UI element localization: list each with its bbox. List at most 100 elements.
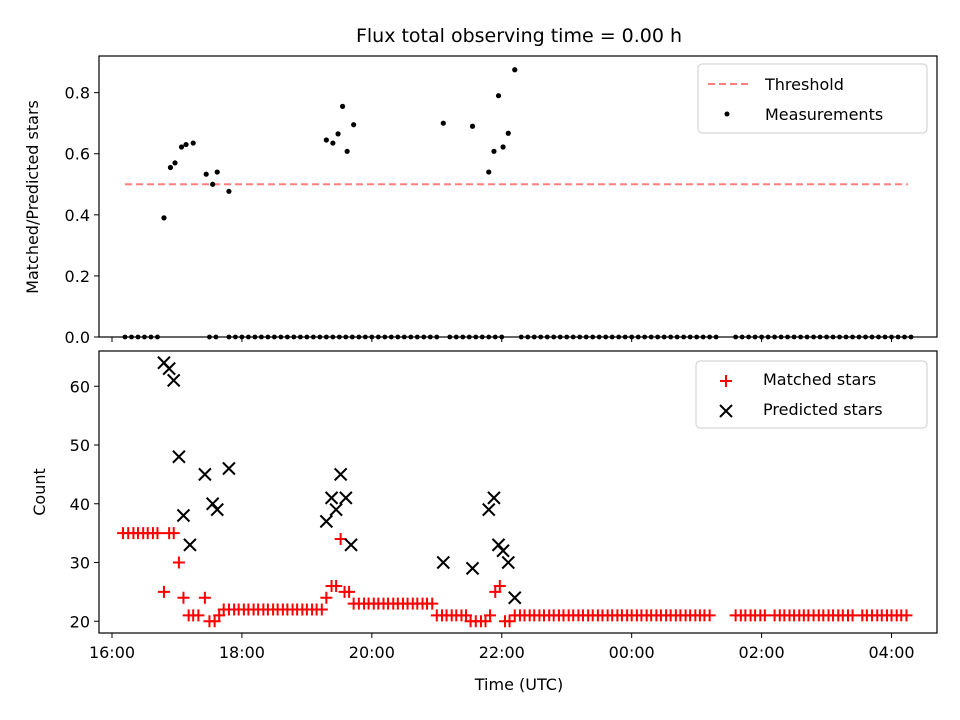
- zero-measurement-point: [447, 334, 453, 340]
- zero-measurement-point: [122, 334, 128, 340]
- predicted-star-point: [319, 514, 334, 529]
- zero-measurement-point: [830, 334, 836, 340]
- bottom-y-ticks: 20 30 40 50 60: [70, 377, 99, 631]
- matched-star-point: [334, 533, 347, 545]
- zero-measurement-point: [616, 334, 622, 340]
- predicted-star-point: [162, 361, 176, 376]
- zero-measurement-point: [213, 334, 219, 340]
- zero-measurement-point: [278, 334, 284, 340]
- zero-measurement-point: [207, 334, 212, 340]
- zero-measurement-point: [752, 334, 758, 340]
- legend-measurements-swatch: [724, 111, 730, 117]
- top-y-tick-label: 0.6: [65, 145, 90, 164]
- zero-measurement-point: [739, 334, 745, 340]
- zero-measurement-point: [499, 334, 505, 340]
- zero-measurement-point: [700, 334, 706, 340]
- zero-measurement-point: [538, 334, 544, 340]
- matched-star-point: [192, 609, 205, 622]
- measurement-points: [161, 67, 518, 221]
- matched-star-point: [198, 591, 211, 604]
- matched-star-point: [484, 609, 497, 622]
- zero-measurement-point: [564, 334, 570, 340]
- legend-matched-swatch: [720, 375, 732, 387]
- zero-measurement-point: [759, 334, 765, 340]
- zero-measurement-point: [603, 334, 609, 340]
- zero-measurement-point: [856, 334, 862, 340]
- zero-measurement-point: [239, 334, 245, 340]
- zero-measurement-point: [297, 334, 303, 340]
- top-panel: 0.00.20.40.60.8 Matched/Predicted stars …: [23, 55, 938, 347]
- matched-stars-points: [117, 527, 913, 628]
- zero-measurement-point: [908, 334, 914, 340]
- measurement-point: [495, 93, 502, 99]
- measurement-point: [172, 160, 178, 166]
- zero-measurement-point: [798, 334, 803, 340]
- zero-measurement-point: [492, 334, 498, 340]
- zero-measurement-point: [765, 334, 771, 340]
- measurement-point: [335, 131, 341, 137]
- zero-measurement-point: [382, 334, 388, 340]
- zero-measurement-point: [155, 334, 160, 340]
- zero-measurement-point: [661, 334, 667, 340]
- zero-measurement-point: [674, 334, 680, 340]
- zero-measurement-point: [843, 334, 849, 340]
- predicted-star-point: [329, 502, 343, 517]
- measurement-point: [178, 144, 185, 150]
- matched-star-point: [703, 609, 716, 622]
- zero-measurement-point: [824, 334, 829, 340]
- zero-measurement-point: [362, 334, 368, 340]
- zero-measurement-point: [259, 334, 264, 340]
- zero-measurement-point: [687, 334, 693, 340]
- zero-measurement-point: [570, 334, 576, 340]
- zero-measurement-point: [837, 334, 842, 340]
- bottom-y-axis-label: Count: [30, 468, 49, 516]
- zero-measurement-point: [304, 334, 310, 340]
- zero-measurement-point: [265, 334, 271, 340]
- bottom-y-tick-label: 20: [70, 612, 90, 631]
- bottom-y-tick-label: 40: [70, 495, 90, 514]
- zero-measurement-point: [596, 334, 602, 340]
- predicted-star-point: [496, 544, 510, 558]
- zero-measurement-point: [531, 334, 537, 340]
- predicted-star-point: [508, 591, 522, 605]
- top-y-tick-label: 0.8: [65, 84, 90, 103]
- bottom-y-tick-label: 30: [70, 554, 90, 573]
- zero-measurement-point: [284, 334, 290, 340]
- predicted-star-point: [176, 508, 191, 523]
- predicted-star-point: [344, 538, 358, 552]
- predicted-stars-points: [157, 356, 522, 605]
- predicted-star-point: [166, 373, 181, 388]
- zero-measurement-point: [876, 334, 881, 340]
- zero-measurement-point: [791, 334, 797, 340]
- zero-measurement-point: [317, 334, 323, 340]
- legend-threshold-label: Threshold: [764, 75, 844, 94]
- bottom-x-tick-label: 00:00: [609, 643, 655, 662]
- zero-measurement-point: [310, 334, 316, 340]
- zero-measurement-point: [707, 334, 713, 340]
- predicted-star-point: [324, 491, 339, 505]
- bottom-panel: 20 30 40 50 60 16:00 18:00 20:00 22:00 00:00 02:0…: [30, 350, 938, 694]
- zero-measurement-point: [323, 334, 329, 340]
- legend-predicted-label: Predicted stars: [763, 400, 883, 419]
- bottom-x-tick-label: 20:00: [349, 643, 395, 662]
- top-legend: Threshold Measurements: [697, 63, 928, 134]
- zero-measurement-point: [226, 334, 232, 340]
- matched-star-point: [167, 527, 180, 540]
- zero-measurement-point: [681, 334, 687, 340]
- zero-measurement-point: [148, 334, 154, 340]
- zero-measurement-point: [427, 334, 433, 340]
- predicted-star-point: [482, 502, 496, 517]
- zero-measurements: [122, 334, 914, 340]
- bottom-x-tick-label: 04:00: [868, 643, 914, 662]
- measurement-point: [323, 137, 329, 143]
- top-y-tick-label: 0.0: [65, 328, 90, 347]
- zero-measurement-point: [733, 334, 739, 340]
- zero-measurement-point: [772, 334, 777, 340]
- matched-star-point: [330, 580, 343, 592]
- zero-measurement-point: [434, 334, 440, 340]
- zero-measurement-point: [233, 334, 238, 340]
- bottom-x-ticks: 16:00 18:00 20:00 22:00 00:00 02:00 04:00: [89, 633, 915, 662]
- zero-measurement-point: [557, 334, 563, 340]
- bottom-x-tick-label: 16:00: [89, 643, 135, 662]
- legend-matched-label: Matched stars: [763, 370, 876, 389]
